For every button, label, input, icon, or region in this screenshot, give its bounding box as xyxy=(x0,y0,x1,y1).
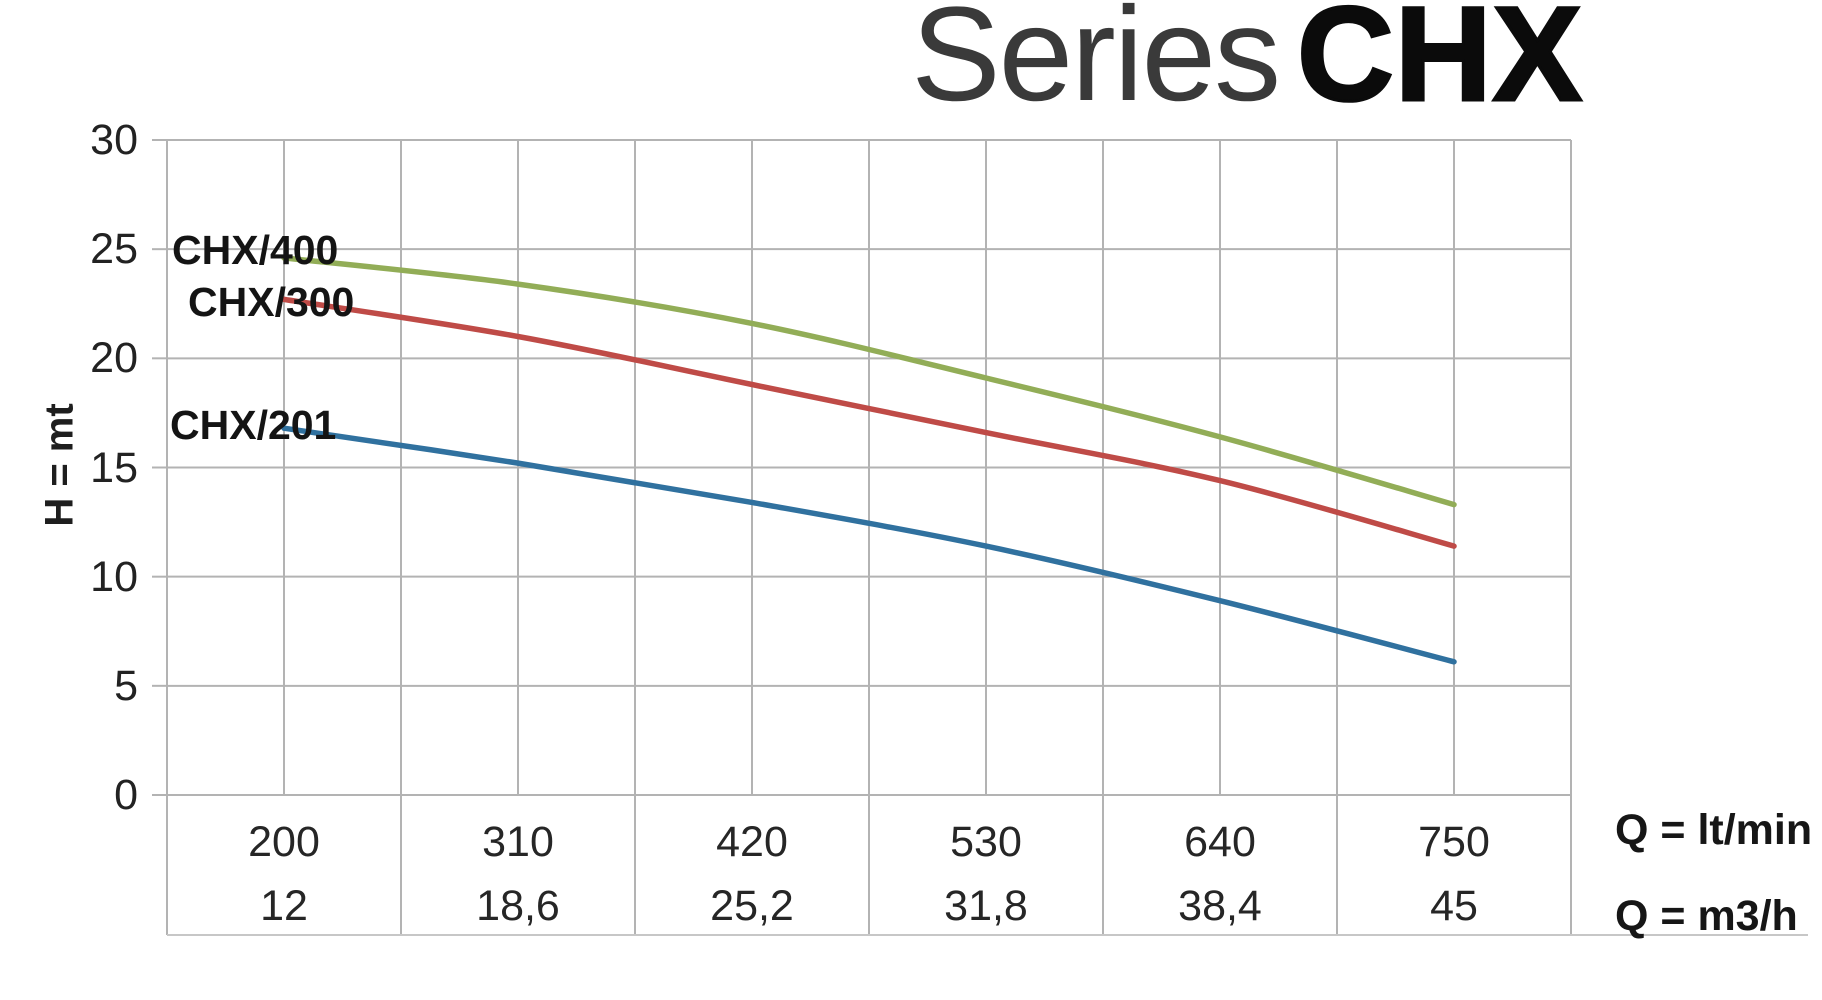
series-label-chx400: CHX/400 xyxy=(172,227,339,273)
x-tick-ltmin-640: 640 xyxy=(1184,818,1256,866)
curve-chx-201 xyxy=(281,425,1457,665)
series-label-chx201: CHX/201 xyxy=(170,402,337,448)
x-axis-unit-ltmin: Q = lt/min xyxy=(1615,806,1813,854)
y-tick-label-0: 0 xyxy=(114,771,138,819)
x-tick-m3h-18-6: 18,6 xyxy=(476,882,560,930)
y-tick-label-15: 15 xyxy=(90,443,138,492)
curve-chx-400 xyxy=(281,255,1457,508)
chart-title-series-word: Series xyxy=(911,0,1281,129)
x-tick-ltmin-310: 310 xyxy=(482,818,554,866)
x-tick-ltmin-750: 750 xyxy=(1418,818,1490,866)
x-tick-ltmin-420: 420 xyxy=(716,818,788,866)
x-tick-m3h-12: 12 xyxy=(260,882,308,930)
x-axis-unit-m3h: Q = m3/h xyxy=(1615,892,1798,940)
y-tick-label-30: 30 xyxy=(90,116,138,164)
x-tick-ltmin-530: 530 xyxy=(950,818,1022,866)
y-tick-label-10: 10 xyxy=(90,552,138,601)
curve-chx-300 xyxy=(281,296,1457,549)
y-tick-label-5: 5 xyxy=(114,661,138,710)
y-tick-label-20: 20 xyxy=(90,334,138,383)
x-tick-m3h-38-4: 38,4 xyxy=(1178,882,1262,930)
chart-title: Series CHX xyxy=(911,0,1583,123)
x-tick-m3h-45: 45 xyxy=(1430,882,1478,930)
chart-title-chx-word: CHX xyxy=(1296,0,1584,129)
series-label-chx300: CHX/300 xyxy=(188,279,355,325)
x-tick-m3h-31-8: 31,8 xyxy=(944,882,1028,930)
x-tick-ltmin-200: 200 xyxy=(248,818,320,866)
y-tick-label-25: 25 xyxy=(90,225,138,274)
x-tick-m3h-25-2: 25,2 xyxy=(710,882,794,930)
